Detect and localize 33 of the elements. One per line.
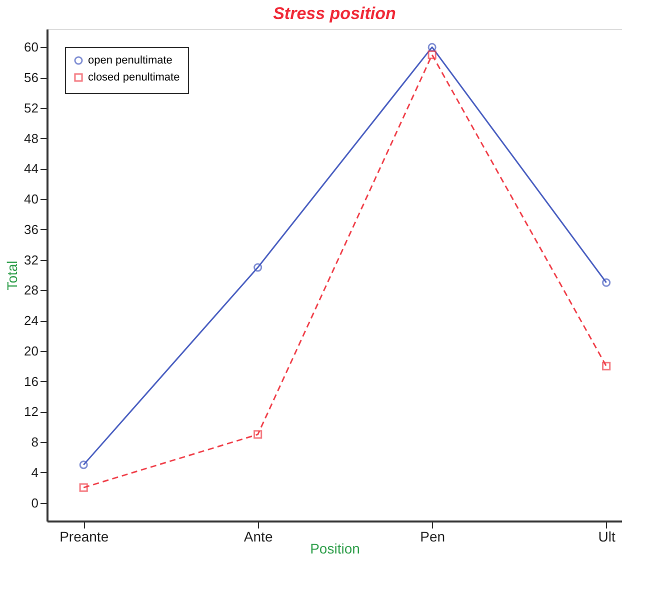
point xyxy=(79,483,88,492)
x-tick-label: Ult xyxy=(598,528,616,544)
y-tick-label: 8 xyxy=(31,434,38,450)
y-axis-title: Total xyxy=(4,260,20,290)
y-tick-label: 40 xyxy=(24,192,38,207)
y-tick-label: 44 xyxy=(24,161,38,176)
point xyxy=(428,42,436,52)
x-axis-title: Position xyxy=(310,540,360,556)
y-tick-label: 60 xyxy=(24,40,38,55)
point xyxy=(79,460,88,470)
legend-label: closed penultimate xyxy=(88,72,180,84)
y-tick-label: 16 xyxy=(24,374,38,389)
y-tick-label: 32 xyxy=(24,252,38,268)
y-tick-label: 28 xyxy=(24,282,38,298)
point xyxy=(254,263,262,272)
y-tick-label: 48 xyxy=(24,130,38,146)
y-tick-label: 4 xyxy=(31,464,38,480)
y-tick-label: 36 xyxy=(24,222,38,237)
point xyxy=(602,278,611,287)
x-tick-label: Preante xyxy=(60,528,109,544)
y-tick-label: 52 xyxy=(24,100,38,116)
y-tick-label: 56 xyxy=(24,70,38,86)
legend-label: open penultimate xyxy=(88,54,172,66)
point xyxy=(602,362,611,370)
x-tick-label: Pen xyxy=(420,528,446,544)
y-tick-label: 24 xyxy=(24,313,38,328)
chart-title: Stress position xyxy=(273,4,396,23)
y-tick-label: 0 xyxy=(31,495,38,510)
y-tick-label: 12 xyxy=(24,404,38,420)
point xyxy=(254,430,262,439)
point xyxy=(428,50,436,60)
y-tick-label: 20 xyxy=(24,343,38,358)
x-tick-label: Ante xyxy=(244,528,273,544)
